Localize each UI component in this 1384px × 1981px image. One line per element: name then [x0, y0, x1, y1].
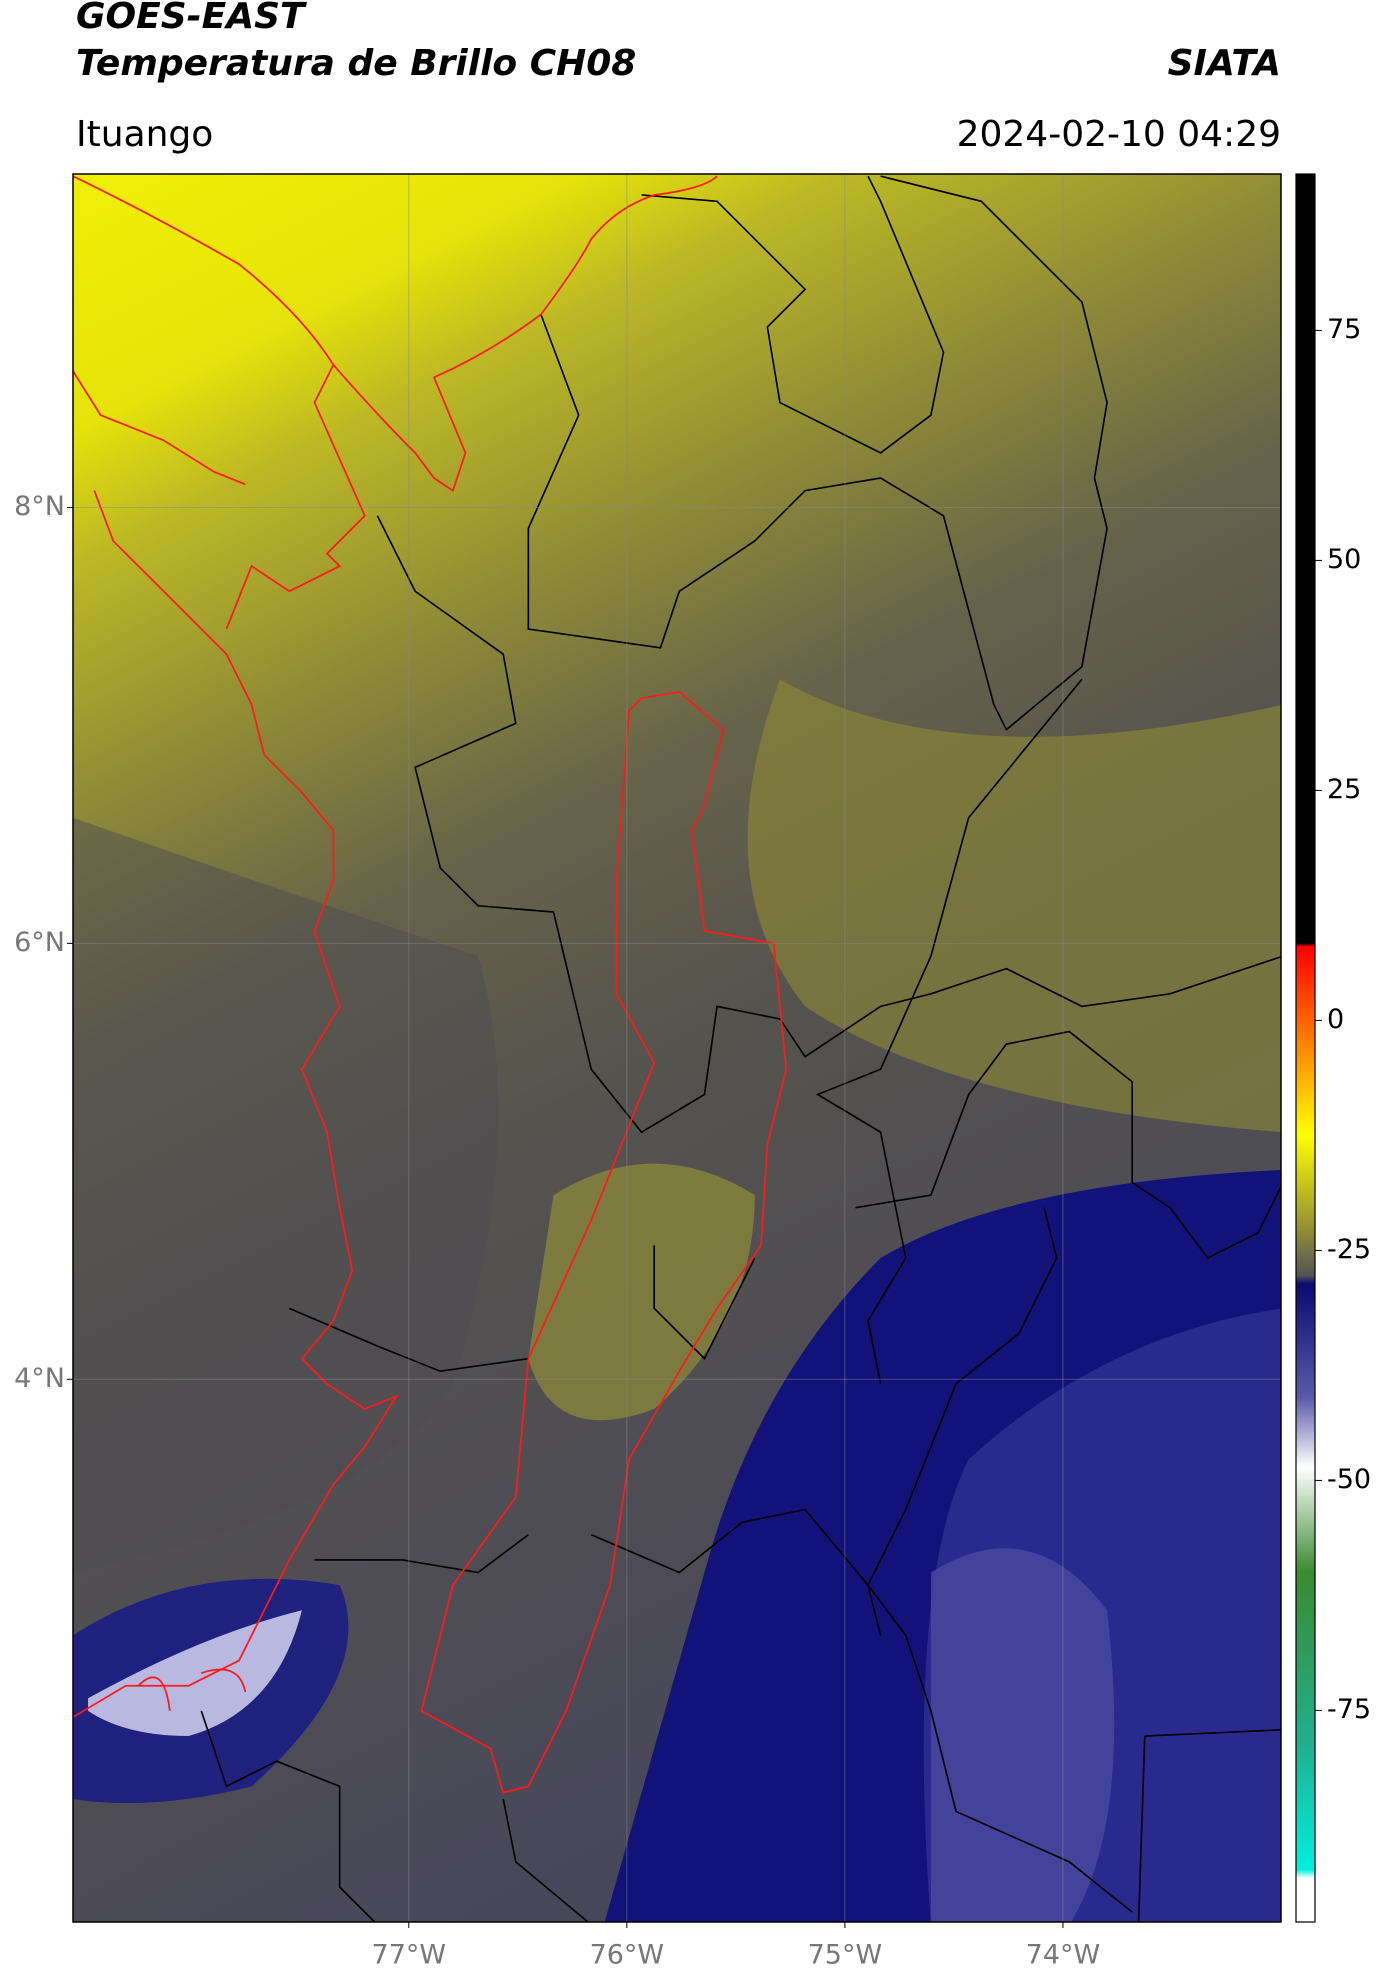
lat-tick-label: 4°N	[14, 1363, 65, 1394]
source: SIATA	[1168, 43, 1281, 84]
colorbar-tick-label: 0	[1327, 1004, 1344, 1035]
lon-tick-label: 74°W	[1026, 1940, 1101, 1971]
colorbar-tick-label: 25	[1327, 774, 1361, 805]
map	[73, 174, 1281, 1922]
colorbar	[1295, 173, 1316, 1923]
lon-tick-label: 77°W	[372, 1940, 447, 1971]
colorbar-tick-label: -75	[1327, 1694, 1371, 1725]
grid	[73, 174, 1281, 1922]
datetime: 2024-02-10 04:29	[957, 114, 1281, 155]
colorbar-tick-label: -25	[1327, 1234, 1371, 1265]
lon-tick-label: 76°W	[590, 1940, 665, 1971]
lat-tick-label: 6°N	[14, 927, 65, 958]
location: Ituango	[76, 114, 213, 155]
lat-tick-label: 8°N	[14, 491, 65, 522]
colorbar-tick-label: 75	[1327, 314, 1361, 345]
map-layers	[73, 175, 1281, 1922]
lon-tick-label: 75°W	[808, 1940, 883, 1971]
map-frame	[72, 173, 1282, 1923]
colorbar-tick-label: -50	[1327, 1464, 1371, 1495]
title: GOES-EAST	[76, 0, 307, 37]
subtitle: Temperatura de Brillo CH08	[76, 43, 636, 84]
colorbar-tick-label: 50	[1327, 544, 1361, 575]
